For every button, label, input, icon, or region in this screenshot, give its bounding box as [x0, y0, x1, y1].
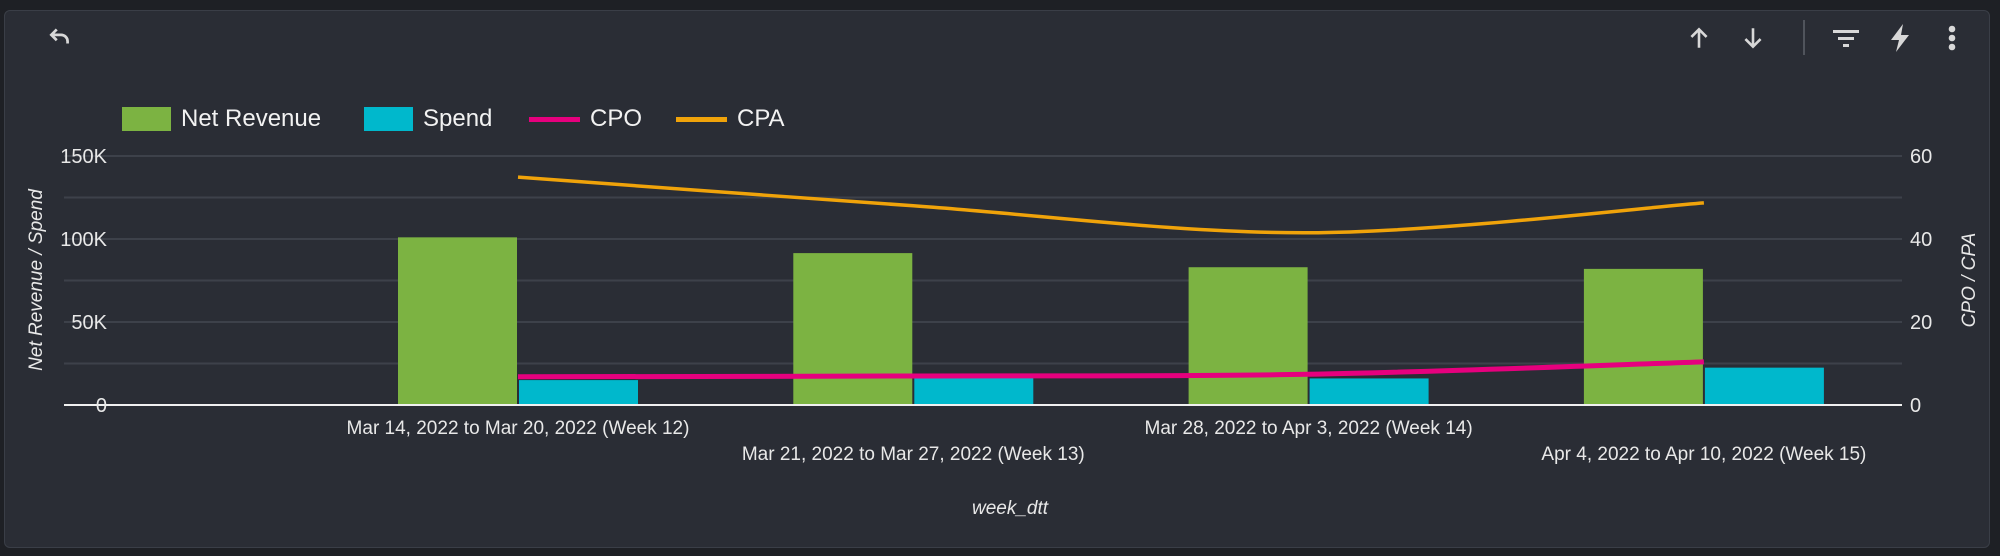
legend-label: Net Revenue — [181, 105, 322, 132]
bar-net-revenue[interactable] — [1583, 268, 1703, 405]
x-axis-title: week_dtt — [972, 498, 1049, 519]
legend-label: CPO — [590, 105, 643, 132]
arrow-down-icon[interactable] — [1738, 23, 1768, 53]
bar-net-revenue[interactable] — [1188, 267, 1308, 405]
x-tick-label: Apr 4, 2022 to Apr 10, 2022 (Week 15) — [1541, 444, 1866, 465]
y-tick-label-left: 50K — [71, 312, 107, 334]
legend-label: CPA — [737, 105, 785, 132]
bar-net-revenue[interactable] — [398, 237, 517, 405]
bar-spend[interactable] — [1704, 367, 1824, 405]
y-tick-label-left: 0 — [96, 395, 107, 417]
y-tick-label-right: 40 — [1910, 229, 1932, 251]
y-tick-label-left: 150K — [60, 146, 107, 168]
line-cpo[interactable] — [517, 359, 1704, 380]
x-tick-label: Mar 21, 2022 to Mar 27, 2022 (Week 13) — [742, 444, 1085, 465]
legend-cpo[interactable]: CPO — [529, 104, 642, 134]
bar-net-revenue[interactable] — [793, 253, 913, 405]
y-axis-title-right: CPO / CPA — [1959, 233, 1980, 328]
toolbar-divider — [1803, 20, 1805, 55]
filter-icon[interactable] — [1831, 23, 1861, 53]
y-tick-label-right: 0 — [1910, 395, 1921, 417]
legend-label: Spend — [423, 105, 493, 132]
bar-spend[interactable] — [519, 380, 638, 405]
legend-net-revenue[interactable]: Net Revenue — [122, 104, 321, 134]
more-vert-icon[interactable] — [1937, 23, 1967, 53]
legend-cpa[interactable]: CPA — [676, 104, 785, 134]
legend-spend[interactable]: Spend — [364, 104, 492, 134]
bar-spend[interactable] — [914, 377, 1034, 405]
x-tick-label: Mar 14, 2022 to Mar 20, 2022 (Week 12) — [347, 418, 690, 439]
bolt-icon[interactable] — [1885, 23, 1915, 53]
legend-line-cpo — [529, 116, 580, 122]
arrow-up-icon[interactable] — [1684, 23, 1714, 53]
legend-line-cpa — [676, 116, 727, 122]
y-tick-label-right: 20 — [1910, 312, 1932, 334]
x-tick-label: Mar 28, 2022 to Apr 3, 2022 (Week 14) — [1145, 418, 1473, 439]
bar-spend[interactable] — [1309, 378, 1429, 405]
y-axis-title-left: Net Revenue / Spend — [26, 188, 47, 371]
y-tick-label-right: 60 — [1910, 146, 1932, 168]
legend-swatch-net-revenue — [122, 107, 171, 131]
line-cpa[interactable] — [517, 175, 1705, 235]
undo-icon[interactable] — [45, 22, 75, 52]
y-tick-label-left: 100K — [60, 229, 107, 251]
legend-swatch-spend — [364, 107, 413, 131]
